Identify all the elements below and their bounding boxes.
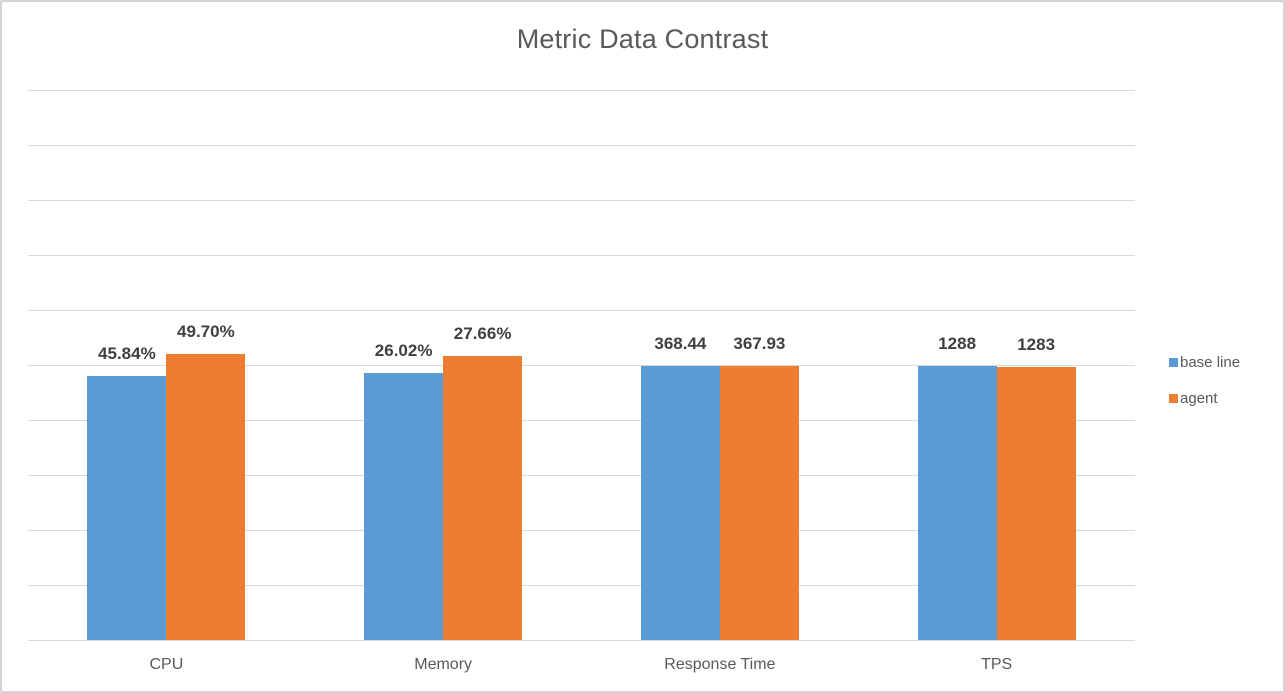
bar-base-line-response-time: [640, 366, 720, 640]
legend-swatch-agent-icon: [1169, 393, 1178, 403]
bar-value-label: 45.84%: [98, 344, 156, 363]
legend-item-agent: agent: [1169, 386, 1240, 410]
plot-area: 45.84% 49.70% 26.02% 27.66% 368.44 367.93 1288…: [28, 90, 1135, 641]
bar-value-label: 27.66%: [453, 324, 512, 344]
legend: base line agent: [1169, 350, 1240, 410]
bar-base-line-cpu: [87, 376, 167, 640]
bar-agent-response-time: [719, 366, 799, 640]
bar-agent-memory: [443, 356, 523, 640]
category-label-tps: TPS: [981, 656, 1013, 673]
bar-value-label: 1288: [938, 334, 977, 353]
bar-value-label: 26.02%: [374, 341, 433, 360]
legend-label-agent: agent: [1180, 389, 1218, 407]
bar-agent-tps: [996, 367, 1076, 640]
bar-value-label: 368.44: [654, 334, 707, 353]
category-label-cpu: CPU: [149, 656, 184, 673]
bar-value-label: 1283: [1017, 335, 1056, 355]
legend-swatch-base-line-icon: [1169, 357, 1178, 367]
bar-base-line-memory: [364, 373, 444, 640]
bar-agent-cpu: [166, 353, 246, 640]
bar-value-label: 367.93: [733, 334, 786, 354]
bar-value-label: 49.70%: [177, 321, 235, 341]
chart-title: Metric Data Contrast: [516, 24, 769, 54]
legend-label-base-line: base line: [1180, 353, 1241, 371]
category-label-memory: Memory: [414, 656, 473, 673]
bar-base-line-tps: [917, 366, 997, 640]
category-label-response-time: Response Time: [664, 656, 776, 673]
legend-item-base-line: base line: [1169, 350, 1240, 374]
